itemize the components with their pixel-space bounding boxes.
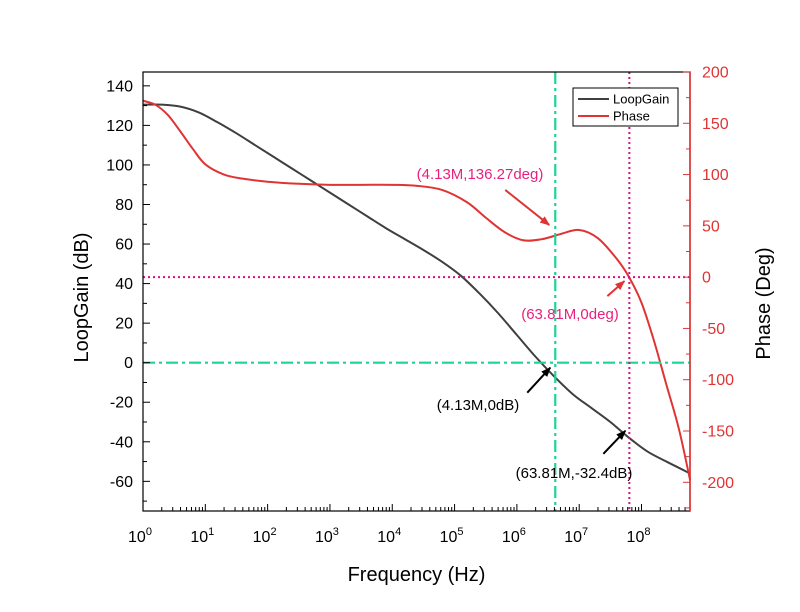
plot-frame [142, 71, 691, 512]
bottom-tick-label: 108 [627, 526, 651, 546]
bottom-axis: 100 101 102 103 104 105 106 107 108 [128, 504, 691, 546]
left-tick-label: 60 [115, 237, 133, 254]
right-tick-label: -50 [702, 321, 725, 338]
left-tick-label: 0 [124, 355, 133, 372]
left-tick-label: 140 [106, 78, 133, 95]
right-tick-label: 150 [702, 116, 729, 133]
left-tick-label: 40 [115, 276, 133, 293]
bottom-tick-label: 103 [315, 526, 339, 546]
left-tick-label: 80 [115, 197, 133, 214]
right-tick-label: 100 [702, 167, 729, 184]
right-tick-label: -150 [702, 423, 734, 440]
bottom-tick-label: 100 [128, 526, 152, 546]
left-tick-label: 20 [115, 316, 133, 333]
bottom-tick-label: 102 [253, 526, 277, 546]
left-tick-label: -40 [110, 434, 133, 451]
y-axis-left-title: LoopGain (dB) [71, 232, 93, 362]
bottom-tick-label: 105 [440, 526, 464, 546]
annotation-label: (4.13M,136.27deg) [417, 166, 544, 183]
left-tick-label: -20 [110, 395, 133, 412]
left-tick-label: -60 [110, 474, 133, 491]
x-axis-title: Frequency (Hz) [348, 564, 486, 586]
bottom-tick-label: 104 [377, 526, 401, 546]
annotation-label: (4.13M,0dB) [437, 397, 520, 414]
bottom-tick-label: 101 [190, 526, 214, 546]
right-tick-label: -200 [702, 475, 734, 492]
right-tick-label: -100 [702, 372, 734, 389]
legend-label-loopgain: LoopGain [613, 92, 669, 107]
series-line-loopgain [142, 103, 691, 475]
series-line-phase [142, 99, 692, 481]
y-axis-right-title: Phase (Deg) [753, 247, 775, 359]
left-axis: 140 120 100 80 60 40 20 0 -20 -40 -60 [106, 78, 150, 502]
left-tick-label: 100 [106, 157, 133, 174]
annotation-label: (63.81M,0deg) [521, 306, 619, 323]
right-axis: 200 150 100 50 0 -50 -100 -150 -200 [683, 65, 734, 509]
annotation-arrow [606, 280, 626, 297]
annotation-arrow [526, 366, 552, 394]
bottom-tick-label: 106 [502, 526, 526, 546]
left-tick-label: 120 [106, 118, 133, 135]
legend: LoopGain Phase [572, 87, 679, 127]
bottom-tick-label: 107 [564, 526, 588, 546]
legend-box [572, 87, 679, 127]
annotation-label: (63.81M,-32.4dB) [516, 465, 633, 482]
right-tick-label: 0 [702, 270, 711, 287]
right-tick-label: 200 [702, 65, 729, 82]
annotation-arrow [504, 189, 551, 226]
right-tick-label: 50 [702, 218, 720, 235]
legend-label-phase: Phase [613, 109, 650, 124]
annotation-arrow [602, 430, 627, 455]
